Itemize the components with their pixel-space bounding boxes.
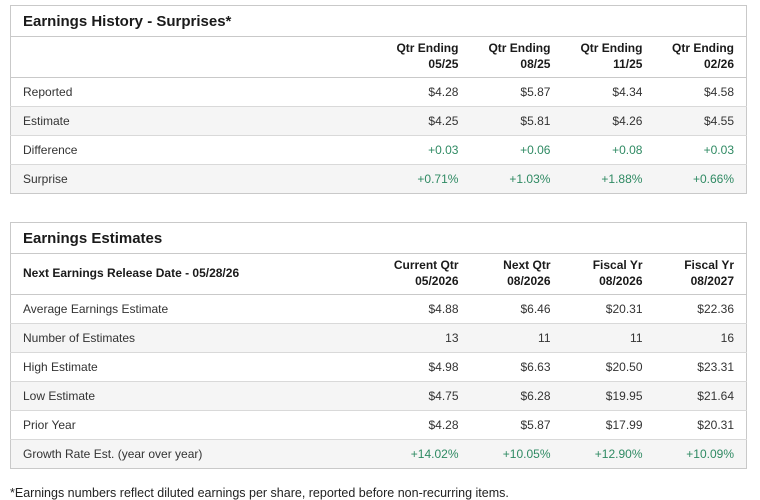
row-label: Low Estimate bbox=[10, 381, 379, 412]
cell-value: $4.25 bbox=[378, 106, 471, 137]
table-row-estimate: Estimate $4.25 $5.81 $4.26 $4.55 bbox=[10, 106, 747, 137]
cell-value: $23.31 bbox=[654, 352, 747, 383]
cell-value: $4.88 bbox=[378, 294, 471, 325]
cell-value: $6.28 bbox=[470, 381, 563, 412]
next-earnings-release-date: Next Earnings Release Date - 05/28/26 bbox=[10, 253, 379, 296]
row-label: Prior Year bbox=[10, 410, 379, 441]
cell-value: 11 bbox=[470, 323, 563, 354]
table-title-row: Earnings History - Surprises* bbox=[10, 5, 747, 37]
cell-value: $20.31 bbox=[654, 410, 747, 441]
cell-value: $19.95 bbox=[562, 381, 655, 412]
cell-value: $20.31 bbox=[562, 294, 655, 325]
cell-value: $4.26 bbox=[562, 106, 655, 137]
row-label: Growth Rate Est. (year over year) bbox=[23, 447, 203, 462]
cell-value: +10.09% bbox=[686, 447, 734, 462]
table-row-number-of-estimates: Number of Estimates 13 11 11 16 bbox=[10, 323, 747, 354]
table-title-row: Earnings Estimates bbox=[10, 222, 747, 255]
column-header-next-qtr: Next Qtr 08/2026 bbox=[470, 253, 563, 296]
row-label: Estimate bbox=[10, 106, 379, 137]
cell-value: $4.58 bbox=[654, 77, 747, 108]
column-header-row: Qtr Ending 05/25 Qtr Ending 08/25 Qtr En… bbox=[10, 36, 747, 79]
cell-value: $20.50 bbox=[562, 352, 655, 383]
corner-cell bbox=[10, 36, 379, 79]
cell-value: +0.71% bbox=[417, 172, 459, 187]
row-label: Difference bbox=[10, 135, 379, 166]
cell-value: +14.02% bbox=[410, 447, 459, 462]
table-row-average-earnings-estimate: Average Earnings Estimate $4.88 $6.46 $2… bbox=[10, 294, 747, 325]
cell-value: $4.28 bbox=[378, 410, 471, 441]
cell-value: +0.03 bbox=[378, 135, 471, 166]
cell-value: $17.99 bbox=[562, 410, 655, 441]
column-header-qtr2: Qtr Ending 08/25 bbox=[470, 36, 563, 79]
cell-value: +0.06 bbox=[470, 135, 563, 166]
cell-value: $5.81 bbox=[470, 106, 563, 137]
cell-value: +12.90% bbox=[594, 447, 643, 462]
row-label: Surprise bbox=[23, 172, 68, 187]
cell-value: $4.55 bbox=[654, 106, 747, 137]
cell-value: +0.66% bbox=[692, 172, 734, 187]
table-row-low-estimate: Low Estimate $4.75 $6.28 $19.95 $21.64 bbox=[10, 381, 747, 412]
cell-value: $5.87 bbox=[470, 410, 563, 441]
table-row-difference: Difference +0.03 +0.06 +0.08 +0.03 bbox=[10, 135, 747, 166]
column-header-qtr3: Qtr Ending 11/25 bbox=[562, 36, 655, 79]
table-row-reported: Reported $4.28 $5.87 $4.34 $4.58 bbox=[10, 77, 747, 108]
earnings-footnote: *Earnings numbers reflect diluted earnin… bbox=[10, 486, 509, 500]
column-header-fiscal-yr-1: Fiscal Yr 08/2026 bbox=[562, 253, 655, 296]
earnings-estimates-table: Earnings Estimates Next Earnings Release… bbox=[10, 222, 747, 470]
row-label: High Estimate bbox=[10, 352, 379, 383]
earnings-history-title: Earnings History - Surprises* bbox=[10, 5, 747, 37]
column-header-fiscal-yr-2: Fiscal Yr 08/2027 bbox=[654, 253, 747, 296]
column-header-current-qtr: Current Qtr 05/2026 bbox=[378, 253, 471, 296]
cell-value: $4.34 bbox=[562, 77, 655, 108]
cell-value: $4.75 bbox=[378, 381, 471, 412]
row-label: Average Earnings Estimate bbox=[10, 294, 379, 325]
column-header-qtr1: Qtr Ending 05/25 bbox=[378, 36, 471, 79]
cell-value: +1.03% bbox=[509, 172, 551, 187]
table-row-surprise: Surprise +0.71% +1.03% +1.88% +0.66% bbox=[10, 164, 747, 194]
table-row-high-estimate: High Estimate $4.98 $6.63 $20.50 $23.31 bbox=[10, 352, 747, 383]
table-row-prior-year: Prior Year $4.28 $5.87 $17.99 $20.31 bbox=[10, 410, 747, 441]
cell-value: 16 bbox=[654, 323, 747, 354]
row-label: Number of Estimates bbox=[10, 323, 379, 354]
cell-value: $4.28 bbox=[378, 77, 471, 108]
earnings-estimates-title: Earnings Estimates bbox=[10, 222, 747, 255]
cell-value: $21.64 bbox=[654, 381, 747, 412]
row-label: Reported bbox=[10, 77, 379, 108]
column-header-row: Next Earnings Release Date - 05/28/26 Cu… bbox=[10, 253, 747, 296]
cell-value: $4.98 bbox=[378, 352, 471, 383]
cell-value: 13 bbox=[378, 323, 471, 354]
table-row-growth-rate: Growth Rate Est. (year over year) +14.02… bbox=[10, 439, 747, 469]
cell-value: $5.87 bbox=[470, 77, 563, 108]
cell-value: $6.46 bbox=[470, 294, 563, 325]
column-header-qtr4: Qtr Ending 02/26 bbox=[654, 36, 747, 79]
cell-value: +10.05% bbox=[502, 447, 551, 462]
earnings-history-table: Earnings History - Surprises* Qtr Ending… bbox=[10, 5, 747, 195]
cell-value: +0.03 bbox=[654, 135, 747, 166]
cell-value: +0.08 bbox=[562, 135, 655, 166]
cell-value: $6.63 bbox=[470, 352, 563, 383]
cell-value: +1.88% bbox=[601, 172, 643, 187]
cell-value: $22.36 bbox=[654, 294, 747, 325]
cell-value: 11 bbox=[562, 323, 655, 354]
